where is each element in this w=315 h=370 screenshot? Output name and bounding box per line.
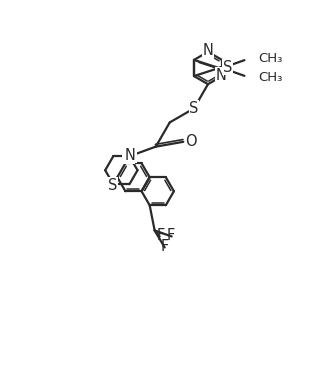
Text: N: N [123, 149, 134, 164]
Text: S: S [108, 178, 117, 193]
Text: S: S [189, 101, 199, 116]
Text: F: F [157, 228, 165, 243]
Text: F: F [167, 228, 175, 243]
Text: N: N [125, 148, 136, 163]
Text: N: N [215, 68, 226, 83]
Text: O: O [186, 134, 197, 149]
Text: CH₃: CH₃ [258, 71, 283, 84]
Text: CH₃: CH₃ [258, 52, 283, 65]
Text: F: F [161, 239, 169, 254]
Text: N: N [203, 43, 214, 58]
Text: S: S [223, 60, 232, 74]
